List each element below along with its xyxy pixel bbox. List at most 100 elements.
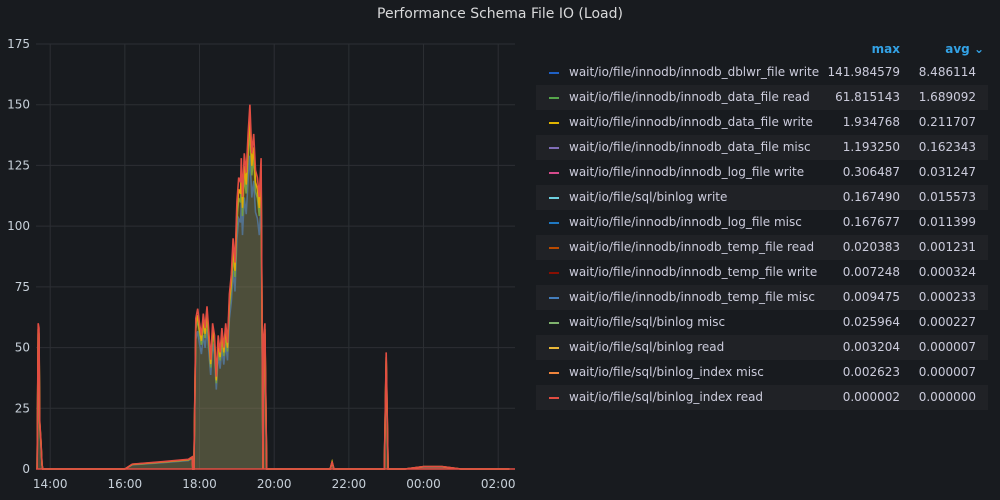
legend-avg-value: 0.031247 <box>918 165 976 179</box>
legend-avg-value: 0.000007 <box>918 340 976 354</box>
legend-series-name[interactable]: wait/io/file/innodb/innodb_temp_file rea… <box>569 240 815 254</box>
y-tick-label: 100 <box>7 219 30 233</box>
series-line <box>36 155 510 470</box>
y-tick-label: 25 <box>15 401 30 415</box>
legend-row[interactable]: wait/io/file/sql/binlog_index misc 0.0026… <box>536 360 988 385</box>
legend-row[interactable]: wait/io/file/innodb/innodb_data_file mis… <box>536 135 988 160</box>
legend-max-value: 0.003204 <box>842 340 900 354</box>
legend-series-name[interactable]: wait/io/file/sql/binlog misc <box>569 315 726 329</box>
legend-max-value: 0.167490 <box>842 190 900 204</box>
panel-title: Performance Schema File IO (Load) <box>377 6 623 22</box>
legend-swatch <box>549 147 559 149</box>
chart-series <box>36 104 515 470</box>
legend-avg-value: 0.211707 <box>918 115 976 129</box>
legend-rows: wait/io/file/innodb/innodb_dblwr_file wr… <box>536 60 988 410</box>
legend-series-name[interactable]: wait/io/file/innodb/innodb_data_file rea… <box>569 90 810 104</box>
legend-max-value: 1.934768 <box>842 115 900 129</box>
series-line <box>36 119 510 470</box>
legend-avg-value: 0.000000 <box>918 390 976 404</box>
legend-max-value: 0.009475 <box>842 290 900 304</box>
legend-swatch <box>549 172 559 174</box>
legend-row[interactable]: wait/io/file/sql/binlog_index read 0.0000… <box>536 385 988 410</box>
legend-swatch <box>549 197 559 199</box>
legend-series-name[interactable]: wait/io/file/innodb/innodb_data_file mis… <box>569 140 811 154</box>
legend-max-value: 0.000002 <box>842 390 900 404</box>
y-tick-label: 150 <box>7 98 30 112</box>
legend-swatch <box>549 72 559 74</box>
series-area <box>37 130 510 469</box>
y-axis-ticks: 0 25 50 75 100 125 150 175 <box>7 37 30 476</box>
y-tick-label: 125 <box>7 158 30 172</box>
legend-row[interactable]: wait/io/file/innodb/innodb_temp_file mis… <box>536 285 988 310</box>
legend-max-value: 0.007248 <box>842 265 900 279</box>
legend-row[interactable]: wait/io/file/sql/binlog read 0.003204 0.00… <box>536 335 988 360</box>
legend-swatch <box>549 372 559 374</box>
x-axis-ticks: 14:00 16:00 18:00 20:00 22:00 00:00 02:00 <box>33 477 516 491</box>
x-tick-label: 02:00 <box>481 477 516 491</box>
legend-max-value: 0.020383 <box>842 240 900 254</box>
series-area <box>37 119 510 470</box>
legend-swatch <box>549 122 559 124</box>
legend-swatch <box>549 347 559 349</box>
legend-max-value: 0.025964 <box>842 315 900 329</box>
legend-max-value: 0.306487 <box>842 165 900 179</box>
legend-row[interactable]: wait/io/file/innodb/innodb_temp_file wri… <box>536 260 988 285</box>
legend-row[interactable]: wait/io/file/innodb/innodb_dblwr_file wr… <box>536 60 988 85</box>
legend-swatch <box>549 247 559 249</box>
series-line <box>36 104 510 470</box>
x-tick-label: 00:00 <box>406 477 441 491</box>
x-tick-label: 14:00 <box>33 477 68 491</box>
y-tick-label: 75 <box>15 280 30 294</box>
x-tick-label: 22:00 <box>332 477 367 491</box>
legend-avg-value: 0.011399 <box>918 215 976 229</box>
legend-series-name[interactable]: wait/io/file/innodb/innodb_data_file wri… <box>569 115 813 129</box>
legend-series-name[interactable]: wait/io/file/innodb/innodb_log_file writ… <box>569 165 805 179</box>
legend-avg-value: 0.162343 <box>918 140 976 154</box>
x-tick-label: 20:00 <box>257 477 292 491</box>
legend-max-value: 141.984579 <box>827 65 900 79</box>
legend-series-name[interactable]: wait/io/file/sql/binlog write <box>569 190 728 204</box>
legend-row[interactable]: wait/io/file/innodb/innodb_log_file writ… <box>536 160 988 185</box>
legend: max avg ⌄ wait/io/file/innodb/innodb_dbl… <box>536 40 988 410</box>
legend-row[interactable]: wait/io/file/innodb/innodb_log_file misc… <box>536 210 988 235</box>
legend-max-value: 0.167677 <box>842 215 900 229</box>
legend-row[interactable]: wait/io/file/innodb/innodb_data_file rea… <box>536 85 988 110</box>
y-tick-label: 175 <box>7 37 30 51</box>
legend-series-name[interactable]: wait/io/file/sql/binlog read <box>569 340 725 354</box>
legend-row[interactable]: wait/io/file/innodb/innodb_data_file wri… <box>536 110 988 135</box>
legend-swatch <box>549 272 559 274</box>
legend-avg-value: 8.486114 <box>918 65 976 79</box>
y-tick-label: 50 <box>15 341 30 355</box>
series-line <box>36 130 510 470</box>
legend-swatch <box>549 397 559 399</box>
legend-avg-value: 1.689092 <box>918 90 976 104</box>
legend-avg-value: 0.000007 <box>918 365 976 379</box>
legend-series-name[interactable]: wait/io/file/sql/binlog_index misc <box>569 365 764 379</box>
legend-avg-value: 0.000324 <box>918 265 976 279</box>
legend-series-name[interactable]: wait/io/file/innodb/innodb_log_file misc <box>569 215 802 229</box>
legend-swatch <box>549 97 559 99</box>
legend-row[interactable]: wait/io/file/sql/binlog misc 0.025964 0.00… <box>536 310 988 335</box>
legend-avg-value: 0.000233 <box>918 290 976 304</box>
legend-swatch <box>549 322 559 324</box>
legend-series-name[interactable]: wait/io/file/innodb/innodb_temp_file mis… <box>569 290 815 304</box>
legend-avg-value: 0.015573 <box>918 190 976 204</box>
legend-swatch <box>549 297 559 299</box>
legend-swatch <box>549 222 559 224</box>
legend-avg-value: 0.001231 <box>918 240 976 254</box>
x-tick-label: 16:00 <box>108 477 143 491</box>
legend-series-name[interactable]: wait/io/file/innodb/innodb_temp_file wri… <box>569 265 818 279</box>
legend-row[interactable]: wait/io/file/sql/binlog write 0.167490 0.0… <box>536 185 988 210</box>
chart-grid <box>36 43 515 470</box>
x-tick-label: 18:00 <box>182 477 217 491</box>
series-area <box>37 155 510 469</box>
y-tick-label: 0 <box>22 462 30 476</box>
legend-avg-value: 0.000227 <box>918 315 976 329</box>
legend-max-value: 61.815143 <box>835 90 900 104</box>
legend-series-name[interactable]: wait/io/file/sql/binlog_index read <box>569 390 764 404</box>
legend-series-name[interactable]: wait/io/file/innodb/innodb_dblwr_file wr… <box>569 65 820 79</box>
legend-avg-header[interactable]: avg ⌄ <box>945 42 984 56</box>
legend-row[interactable]: wait/io/file/innodb/innodb_temp_file rea… <box>536 235 988 260</box>
legend-max-header[interactable]: max <box>871 42 900 56</box>
